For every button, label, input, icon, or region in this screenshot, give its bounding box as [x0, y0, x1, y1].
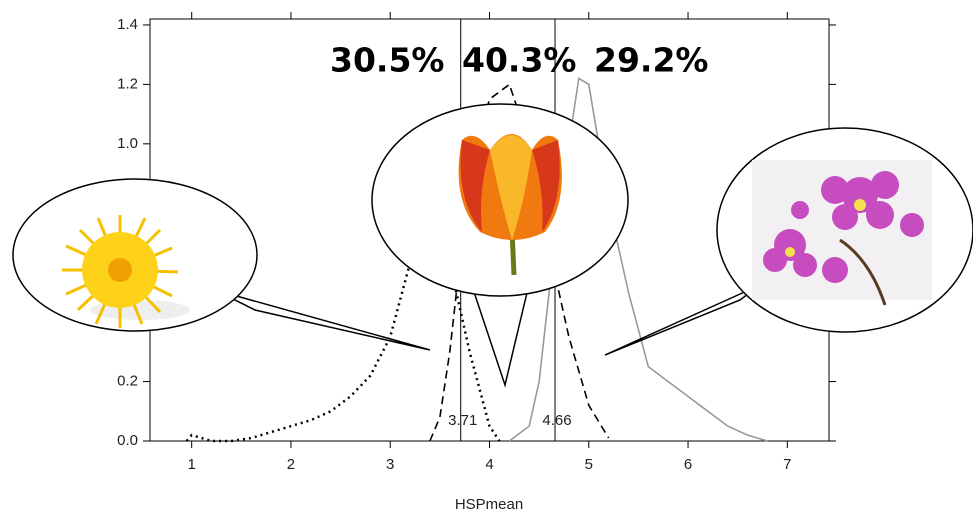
x-tick-label: 4: [485, 456, 493, 473]
share-annotation: 40.3%: [462, 41, 577, 80]
y-tick-label: 0.0: [117, 432, 138, 449]
threshold-label: 3.71: [448, 412, 477, 429]
x-tick-label: 2: [287, 456, 295, 473]
threshold-label: 4.66: [542, 412, 571, 429]
chart: HSPmean 12345670.00.20.40.60.81.01.21.43…: [0, 0, 973, 520]
x-tick-label: 5: [585, 456, 593, 473]
share-annotation: 29.2%: [594, 41, 709, 80]
x-tick-label: 3: [386, 456, 394, 473]
y-tick-label: 1.0: [117, 135, 138, 152]
share-annotation: 30.5%: [330, 41, 445, 80]
y-tick-label: 1.4: [117, 16, 138, 33]
x-tick-label: 1: [188, 456, 196, 473]
y-tick-label: 0.2: [117, 373, 138, 390]
x-tick-label: 6: [684, 456, 692, 473]
y-tick-label: 1.2: [117, 75, 138, 92]
callout-tail: [605, 285, 760, 355]
x-axis-label: HSPmean: [455, 496, 523, 513]
orchid-image: [752, 160, 932, 305]
page: HSPmean 12345670.00.20.40.60.81.01.21.43…: [0, 0, 973, 520]
x-tick-label: 7: [783, 456, 791, 473]
callout-tail: [215, 290, 430, 350]
